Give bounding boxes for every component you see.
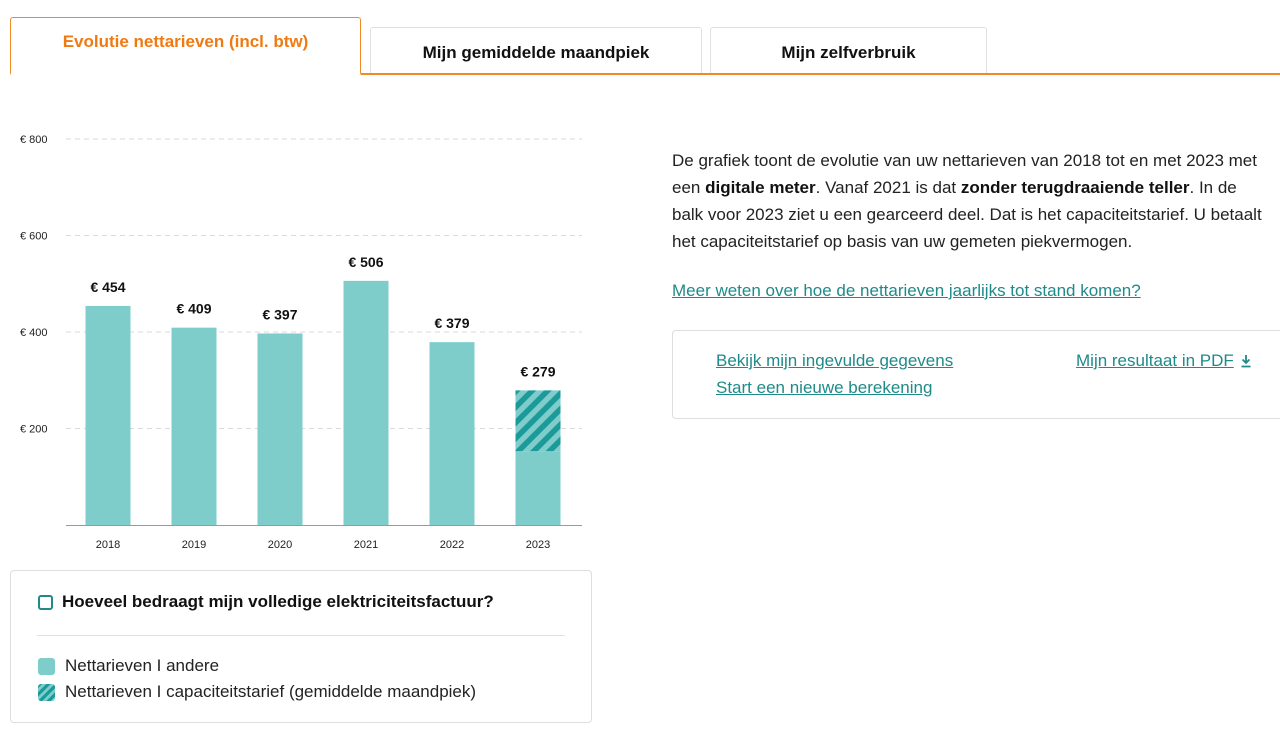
actions-panel: Bekijk mijn ingevulde gegevens Start een… — [672, 330, 1280, 419]
legend-swatch-andere — [38, 657, 55, 675]
desc-part-1: De grafiek toont de evolutie van uw nett… — [672, 151, 1257, 197]
view-data-link[interactable]: Bekijk mijn ingevulde gegevens — [716, 351, 954, 370]
download-icon[interactable] — [1240, 354, 1252, 368]
desc-part-3: . In de balk voor 2023 ziet u een gearce… — [672, 178, 1262, 251]
y-tick-label: € 800 — [20, 134, 48, 146]
pdf-result-link[interactable]: Mijn resultaat in PDF — [1076, 351, 1252, 371]
x-tick-label: 2023 — [526, 539, 550, 551]
legend-panel: Hoeveel bedraagt mijn volledige elektric… — [10, 570, 592, 723]
x-tick-label: 2022 — [440, 539, 464, 551]
bar-2018 — [85, 305, 131, 525]
x-tick-label: 2020 — [268, 539, 292, 551]
bar-hatched-2023 — [515, 390, 561, 452]
bar-2022 — [429, 342, 475, 525]
bar-2020 — [257, 333, 303, 525]
legend-item-andere: Nettarieven I andere — [38, 656, 219, 676]
data-label: € 379 — [434, 315, 469, 331]
tab-gemiddelde-maandpiek[interactable]: Mijn gemiddelde maandpiek — [370, 27, 702, 73]
legend-label-andere: Nettarieven I andere — [65, 656, 220, 675]
desc-part-2: . Vanaf 2021 is dat — [815, 178, 961, 197]
desc-bold-2: zonder terugdraaiende teller — [960, 178, 1190, 197]
legend-swatch-capaciteitstarief — [38, 683, 55, 701]
tab-evolutie-nettarieven[interactable]: Evolutie nettarieven (incl. btw) — [10, 17, 361, 75]
pdf-result-label[interactable]: Mijn resultaat in PDF — [1076, 351, 1234, 370]
bar-2021 — [343, 280, 389, 525]
bar-2023 — [515, 451, 561, 525]
more-info-link[interactable]: Meer weten over hoe de nettarieven jaarl… — [672, 281, 1141, 300]
desc-bold-1: digitale meter — [705, 178, 816, 197]
full-invoice-checkbox[interactable] — [38, 594, 53, 610]
full-invoice-toggle[interactable]: Hoeveel bedraagt mijn volledige elektric… — [38, 592, 494, 612]
legend-label-capaciteitstarief: Nettarieven I capaciteitstarief (gemidde… — [65, 682, 477, 701]
bar-chart: € 200 € 400 € 600 € 800 € 454 2018 € 409 2019 € … — [20, 134, 582, 551]
y-tick-label: € 600 — [20, 231, 48, 243]
bar-2019 — [171, 327, 217, 525]
data-label: € 454 — [90, 279, 125, 295]
chart-description: De grafiek toont de evolutie van uw nett… — [672, 147, 1272, 255]
data-label: € 397 — [262, 306, 297, 322]
new-calculation-link[interactable]: Start een nieuwe berekening — [716, 378, 933, 397]
x-tick-label: 2019 — [182, 539, 206, 551]
data-label: € 279 — [520, 363, 555, 379]
legend-item-capaciteitstarief: Nettarieven I capaciteitstarief (gemidde… — [38, 682, 476, 702]
data-label: € 409 — [176, 301, 211, 317]
legend-divider — [37, 635, 565, 636]
x-tick-label: 2018 — [96, 539, 120, 551]
x-tick-label: 2021 — [354, 539, 378, 551]
tab-zelfverbruik[interactable]: Mijn zelfverbruik — [710, 27, 987, 73]
tabs-underline — [10, 73, 1280, 75]
full-invoice-label: Hoeveel bedraagt mijn volledige elektric… — [62, 592, 494, 611]
y-tick-label: € 200 — [20, 424, 48, 436]
data-label: € 506 — [348, 254, 383, 270]
y-tick-label: € 400 — [20, 327, 48, 339]
